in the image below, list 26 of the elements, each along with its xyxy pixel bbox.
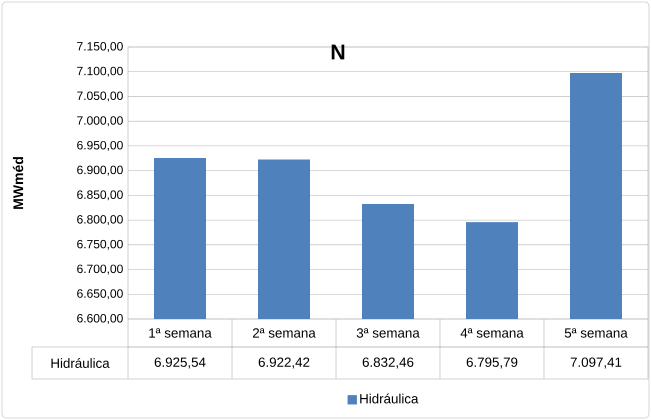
legend-label: Hidráulica <box>360 393 418 404</box>
y-tick-label: 6.900,00 <box>77 166 123 176</box>
data-label: 6.795,79 <box>466 357 518 368</box>
y-tick-label: 6.750,00 <box>77 240 123 250</box>
x-tick-label: 5ª semana <box>564 328 628 338</box>
x-tick-label: 2ª semana <box>252 328 316 338</box>
data-label: 6.832,46 <box>362 357 414 368</box>
data-label: 6.925,54 <box>154 357 206 368</box>
y-tick-label: 6.600,00 <box>77 314 123 324</box>
y-axis-title: MWméd <box>12 157 24 209</box>
y-tick-label: 7.000,00 <box>77 116 123 126</box>
x-tick-label: 1ª semana <box>149 328 212 338</box>
data-label: 7.097,41 <box>570 357 622 368</box>
y-tick-label: 7.100,00 <box>77 66 123 77</box>
y-tick-label: 6.650,00 <box>77 289 123 300</box>
y-tick-label: 7.150,00 <box>77 42 123 52</box>
chart-title: N <box>332 44 344 60</box>
x-tick-label: 3ª semana <box>356 328 420 338</box>
y-tick-label: 6.950,00 <box>77 140 123 151</box>
y-tick-label: 6.850,00 <box>77 190 123 200</box>
text: Hidráulica <box>51 358 110 368</box>
x-tick-label: 4ª semana <box>460 328 524 338</box>
y-tick-label: 6.700,00 <box>77 264 123 274</box>
data-label: 6.922,42 <box>258 357 310 368</box>
y-tick-label: 6.800,00 <box>77 215 123 226</box>
y-tick-label: 7.050,00 <box>77 91 123 102</box>
